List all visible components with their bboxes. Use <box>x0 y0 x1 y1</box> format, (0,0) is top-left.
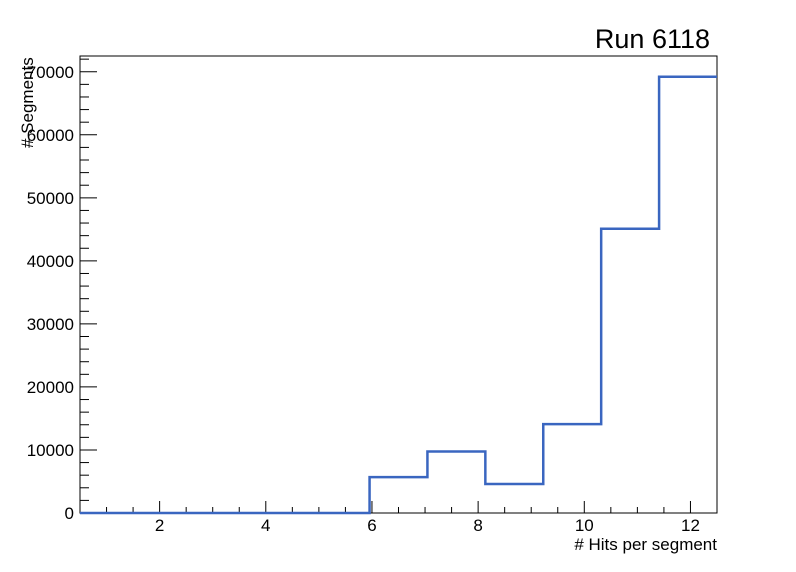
x-tick-label: 8 <box>473 516 482 535</box>
y-tick-label: 30000 <box>27 315 74 334</box>
y-axis-ticks <box>80 58 97 514</box>
x-axis-ticks <box>106 501 691 513</box>
y-axis-title: # Segments <box>18 57 37 148</box>
y-tick-label: 70000 <box>27 63 74 82</box>
y-tick-labels: 0 10000 20000 30000 40000 50000 60000 70000 <box>27 63 74 523</box>
y-tick-label: 60000 <box>27 126 74 145</box>
y-tick-label: 50000 <box>27 189 74 208</box>
x-axis-title: # Hits per segment <box>574 535 717 554</box>
x-tick-label: 10 <box>575 516 594 535</box>
plot-title: Run 6118 <box>594 24 710 54</box>
x-tick-label: 12 <box>681 516 700 535</box>
y-tick-label: 10000 <box>27 441 74 460</box>
plot-frame <box>79 55 718 514</box>
y-tick-label: 40000 <box>27 252 74 271</box>
y-tick-label: 0 <box>65 504 74 523</box>
x-tick-labels: 2 4 6 8 10 12 <box>155 516 700 535</box>
x-tick-label: 2 <box>155 516 164 535</box>
y-tick-label: 20000 <box>27 378 74 397</box>
x-tick-label: 6 <box>367 516 376 535</box>
histogram-line <box>80 75 717 515</box>
x-tick-label: 4 <box>261 516 270 535</box>
